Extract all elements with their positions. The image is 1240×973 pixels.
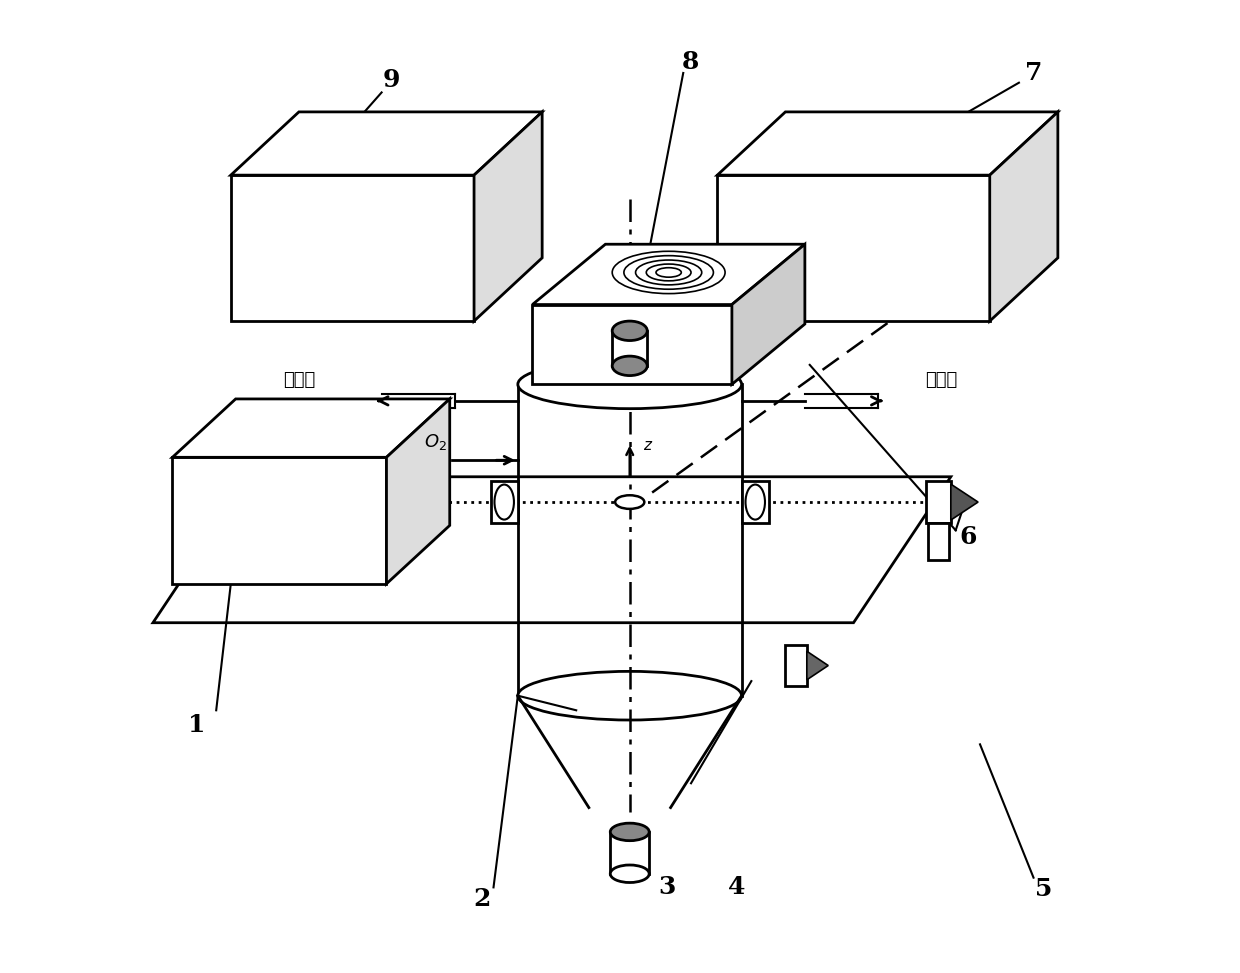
Polygon shape [807, 651, 828, 680]
Polygon shape [532, 244, 805, 305]
Ellipse shape [610, 823, 650, 841]
Polygon shape [474, 112, 542, 321]
Ellipse shape [613, 321, 647, 341]
Polygon shape [951, 485, 978, 520]
Polygon shape [990, 112, 1058, 321]
Ellipse shape [615, 495, 645, 509]
Text: 真空泵: 真空泵 [925, 372, 957, 389]
Polygon shape [172, 399, 450, 457]
Text: 5: 5 [1034, 878, 1052, 901]
Text: 6: 6 [960, 525, 977, 549]
Polygon shape [231, 175, 474, 321]
Ellipse shape [518, 671, 742, 720]
Text: 9: 9 [383, 68, 401, 91]
Polygon shape [929, 523, 949, 560]
Polygon shape [785, 645, 807, 686]
Polygon shape [153, 477, 951, 623]
Polygon shape [387, 399, 450, 584]
Text: 1: 1 [188, 713, 206, 737]
Text: 真空计: 真空计 [283, 372, 315, 389]
Polygon shape [172, 457, 387, 584]
Polygon shape [926, 481, 951, 523]
Text: 2: 2 [474, 887, 491, 911]
Text: z: z [644, 438, 651, 452]
Polygon shape [717, 112, 1058, 175]
Text: 7: 7 [1024, 61, 1042, 85]
Polygon shape [491, 481, 518, 523]
Polygon shape [717, 175, 990, 321]
Polygon shape [732, 244, 805, 384]
Text: $O_2$: $O_2$ [424, 432, 446, 452]
Ellipse shape [613, 356, 647, 376]
Text: 4: 4 [728, 876, 745, 899]
Ellipse shape [518, 360, 742, 409]
Polygon shape [231, 112, 542, 175]
Ellipse shape [610, 865, 650, 883]
Polygon shape [532, 305, 732, 384]
Text: 8: 8 [681, 51, 699, 74]
Polygon shape [742, 481, 769, 523]
Text: 3: 3 [658, 876, 676, 899]
